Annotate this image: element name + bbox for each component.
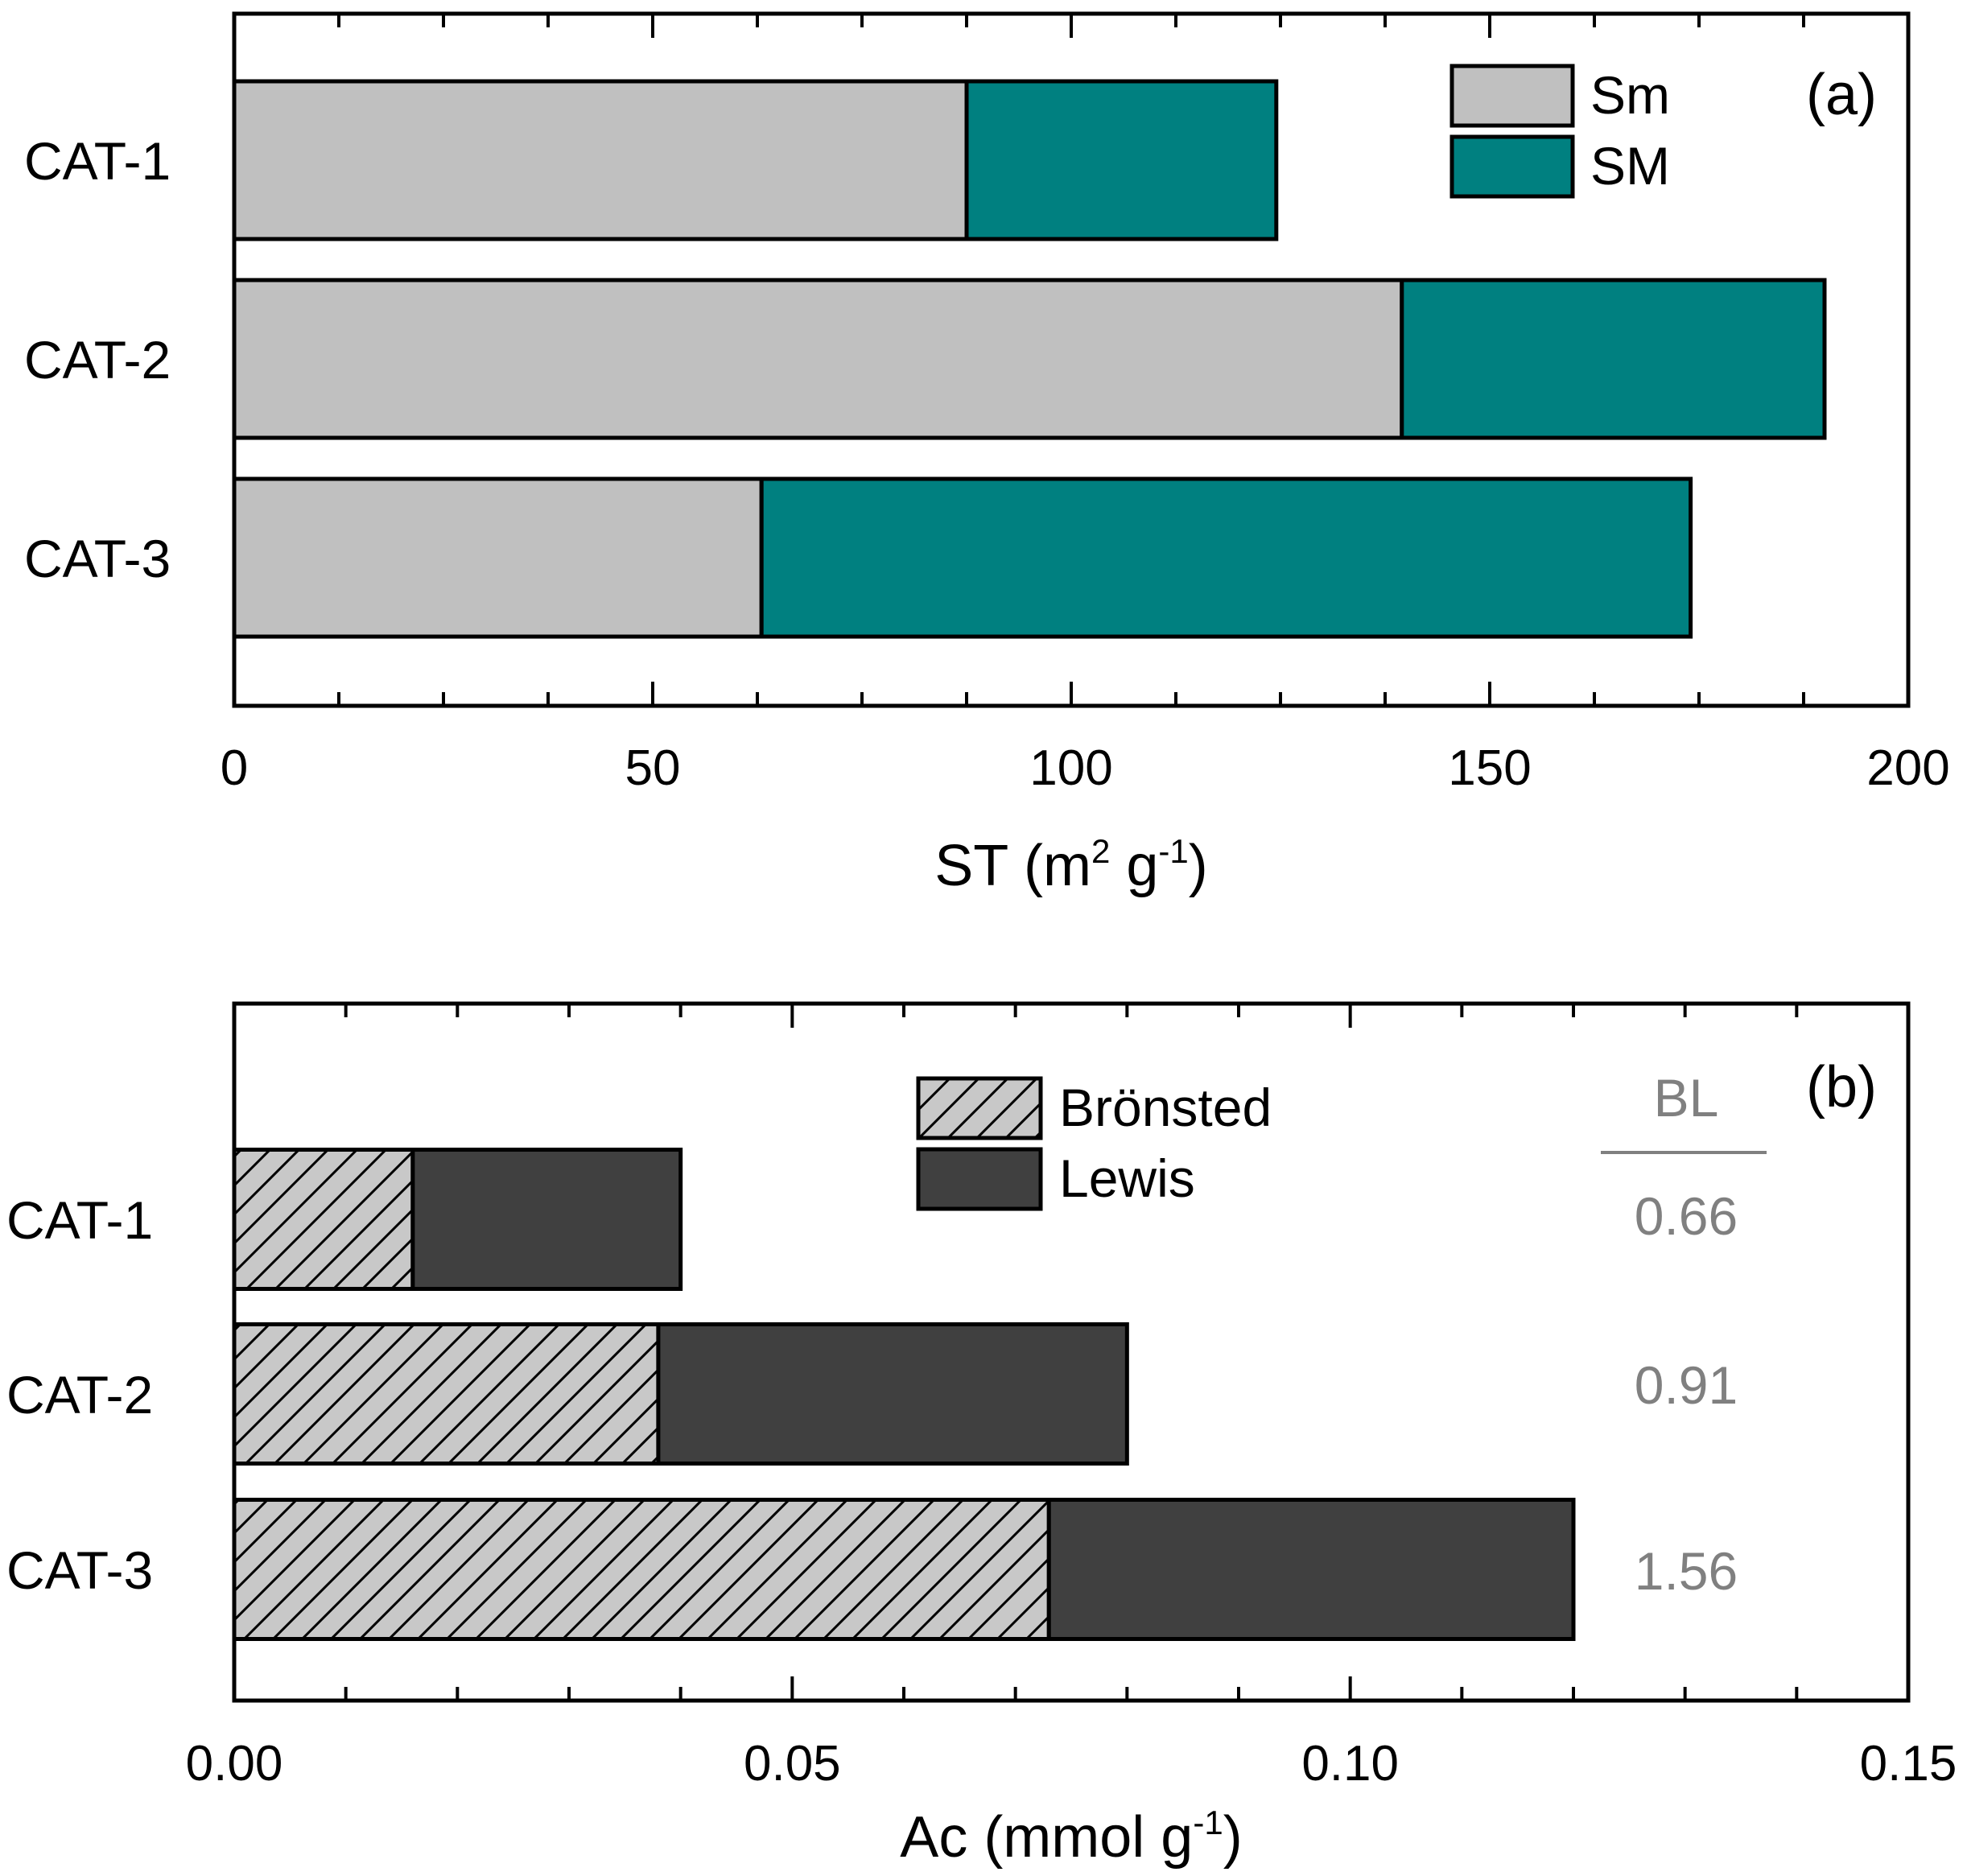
tick-labels-a: 0 50 100 150 200 [221,740,1950,796]
legend-label-lewis: Lewis [1059,1148,1195,1208]
bars-a [232,79,1827,639]
bar-cat-1-brnsted [232,1148,415,1291]
x-tick-label: 0.00 [186,1736,283,1791]
bars-b [232,1148,1576,1641]
category-label-cat-3: CAT-3 [6,1540,153,1600]
category-label-cat-2: CAT-2 [24,330,171,390]
bar-cat-2-sm [1400,278,1827,440]
legend-swatch-SM [1449,134,1575,199]
legend-swatch-lewis [916,1147,1043,1211]
bar-cat-3-sm [759,476,1693,639]
category-label-cat-2: CAT-2 [6,1365,153,1425]
panel-label-a: (a) [1806,63,1877,127]
category-label-cat-1: CAT-1 [24,131,171,191]
legend-swatch-bronsted [916,1076,1043,1140]
bar-cat-1-sm [232,79,969,241]
x-tick-label: 0 [221,740,248,796]
category-labels-a: CAT-1 CAT-2 CAT-3 [24,131,171,588]
category-label-cat-1: CAT-1 [6,1190,153,1250]
bar-cat-2-lewis [656,1322,1129,1466]
ticks-b [233,1004,1910,1701]
category-label-cat-3: CAT-3 [24,529,171,588]
legend-label-SM: SM [1590,136,1670,196]
bl-annotation: BL 0.66 0.91 1.56 [1601,1068,1767,1601]
bar-cat-1-sm [964,79,1279,241]
panel-b: 0.00 0.05 0.10 0.15 CAT-1 CAT-2 CAT-3 Ac (mmo… [6,1001,1957,1870]
bar-cat-1-lewis [410,1148,683,1291]
panel-label-b: (b) [1806,1055,1877,1119]
x-tick-label: 0.05 [744,1736,841,1791]
x-axis-title-b: Ac (mmol g-1) [900,1804,1242,1870]
x-tick-label: 0.10 [1301,1736,1399,1791]
x-tick-label: 50 [625,740,681,796]
bar-cat-3-sm [232,476,764,639]
legend-label-bronsted: Brönsted [1059,1078,1272,1137]
legend-swatch-sm [1449,64,1575,128]
ticks-a [233,14,1910,706]
x-tick-label: 100 [1029,740,1112,796]
bl-value-cat-3: 1.56 [1635,1541,1738,1601]
bl-value-cat-2: 0.91 [1635,1355,1738,1415]
legend-b: Brönsted Lewis [916,1076,1272,1211]
bar-cat-2-brnsted [232,1322,661,1466]
x-tick-label: 150 [1448,740,1531,796]
legend-a: Sm SM [1449,64,1670,199]
bar-cat-2-sm [232,278,1404,440]
bl-value-cat-1: 0.66 [1635,1186,1738,1246]
x-tick-label: 0.15 [1860,1736,1957,1791]
bar-cat-3-lewis [1046,1498,1576,1641]
bar-cat-3-brnsted [232,1498,1051,1641]
x-tick-label: 200 [1866,740,1949,796]
category-labels-b: CAT-1 CAT-2 CAT-3 [6,1190,153,1600]
legend-label-sm: Sm [1590,65,1670,125]
x-axis-title-a: ST (m2 g-1) [934,832,1207,898]
panel-a: 0 50 100 150 200 CAT-1 CAT-2 CAT-3 ST (m2 g-1)… [24,11,1950,898]
tick-labels-b: 0.00 0.05 0.10 0.15 [186,1736,1957,1791]
bl-header: BL [1654,1068,1719,1128]
